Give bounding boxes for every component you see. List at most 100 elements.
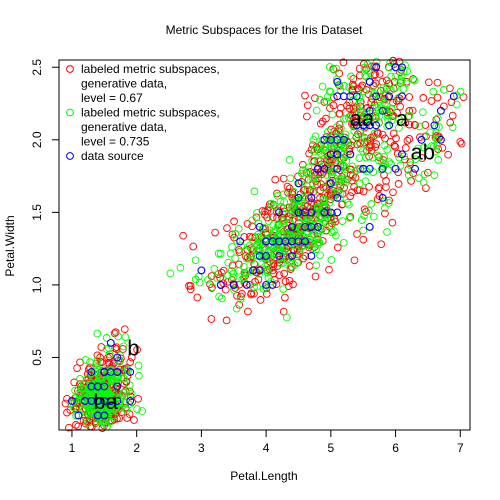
data-source-point	[288, 251, 296, 260]
red-generated-point	[365, 182, 373, 191]
green-generated-point	[426, 128, 435, 137]
red-generated-point	[405, 135, 414, 143]
red-generated-point	[329, 65, 338, 73]
data-source-point	[352, 121, 361, 130]
green-generated-point	[253, 208, 261, 217]
red-generated-point	[391, 143, 400, 151]
green-generated-point	[232, 304, 241, 313]
green-generated-point	[325, 198, 334, 207]
green-generated-point	[135, 371, 143, 380]
green-generated-point	[93, 356, 102, 365]
green-generated-point	[414, 144, 422, 153]
green-generated-point	[314, 157, 323, 165]
green-generated-point	[325, 154, 334, 162]
green-generated-point	[343, 151, 351, 159]
green-generated-point	[360, 116, 369, 125]
green-generated-point	[391, 72, 400, 81]
red-generated-point	[339, 58, 348, 67]
red-generated-point	[329, 93, 338, 102]
green-generated-point	[133, 405, 141, 413]
red-generated-point	[311, 94, 319, 102]
data-source-point	[385, 92, 394, 101]
red-generated-point	[179, 231, 187, 240]
green-generated-point	[400, 152, 409, 161]
red-generated-point	[268, 213, 277, 222]
data-source-point	[275, 251, 284, 260]
green-generated-point	[83, 375, 91, 384]
data-source-point	[378, 193, 387, 202]
green-generated-point	[304, 238, 313, 246]
red-generated-point	[335, 109, 344, 118]
red-generated-point	[311, 272, 320, 281]
red-generated-point	[318, 117, 327, 126]
green-generated-point	[331, 140, 340, 148]
y-tick-label: 2.5	[30, 59, 44, 76]
green-generated-point	[347, 72, 355, 81]
red-generated-point	[401, 118, 410, 127]
green-generated-point	[384, 199, 393, 207]
red-generated-point	[111, 344, 119, 353]
green-generated-point	[395, 124, 403, 132]
green-generated-point	[116, 397, 125, 406]
red-generated-point	[355, 64, 364, 73]
data-source-point	[346, 150, 355, 159]
red-generated-point	[256, 296, 265, 304]
red-generated-point	[424, 78, 433, 87]
data-source-point	[262, 251, 271, 260]
red-generated-point	[337, 103, 345, 112]
green-generated-point	[440, 86, 448, 94]
data-source-point	[333, 208, 342, 217]
green-generated-point	[272, 227, 280, 236]
green-generated-point	[339, 238, 348, 247]
data-source-point	[268, 280, 277, 289]
red-generated-point	[349, 74, 358, 83]
red-generated-point	[448, 111, 457, 120]
red-generated-point	[262, 284, 271, 293]
red-generated-point	[316, 119, 325, 128]
data-source-point	[197, 266, 206, 275]
red-generated-point	[419, 94, 428, 102]
data-source-point	[385, 121, 394, 130]
data-source-point	[307, 208, 316, 217]
green-generated-point	[348, 162, 357, 171]
red-generated-point	[350, 183, 358, 191]
red-generated-point	[389, 188, 397, 197]
green-generated-point	[309, 174, 317, 182]
green-generated-point	[111, 377, 120, 386]
green-generated-point	[267, 199, 276, 208]
green-generated-point	[286, 174, 295, 183]
red-generated-point	[221, 285, 230, 294]
green-generated-point	[276, 197, 285, 206]
red-generated-point	[219, 266, 228, 275]
red-generated-point	[427, 97, 436, 105]
red-generated-point	[114, 356, 123, 365]
data-source-point	[365, 121, 374, 130]
red-generated-point	[130, 416, 138, 424]
green-generated-point	[299, 213, 307, 222]
y-tick-label: 2.0	[30, 131, 44, 148]
green-generated-point	[312, 245, 320, 254]
green-generated-point	[396, 161, 405, 170]
red-generated-point	[134, 394, 142, 403]
green-generated-point	[369, 212, 378, 221]
green-generated-point	[286, 231, 295, 240]
red-generated-point	[248, 222, 256, 231]
green-generated-point	[411, 155, 420, 164]
red-generated-point	[346, 213, 355, 221]
green-generated-point	[340, 175, 348, 184]
green-generated-point	[391, 83, 400, 92]
green-generated-point	[265, 248, 273, 256]
green-generated-point	[448, 123, 457, 132]
red-generated-point	[269, 269, 278, 278]
green-generated-point	[357, 216, 366, 224]
red-generated-point	[353, 230, 361, 238]
red-generated-point	[240, 233, 249, 241]
green-generated-point	[331, 231, 340, 240]
green-generated-point	[344, 113, 353, 122]
red-generated-point	[280, 269, 289, 278]
red-generated-point	[408, 106, 417, 115]
red-generated-point	[405, 107, 414, 115]
x-tick-label: 1	[69, 441, 76, 455]
green-generated-point	[362, 140, 371, 148]
